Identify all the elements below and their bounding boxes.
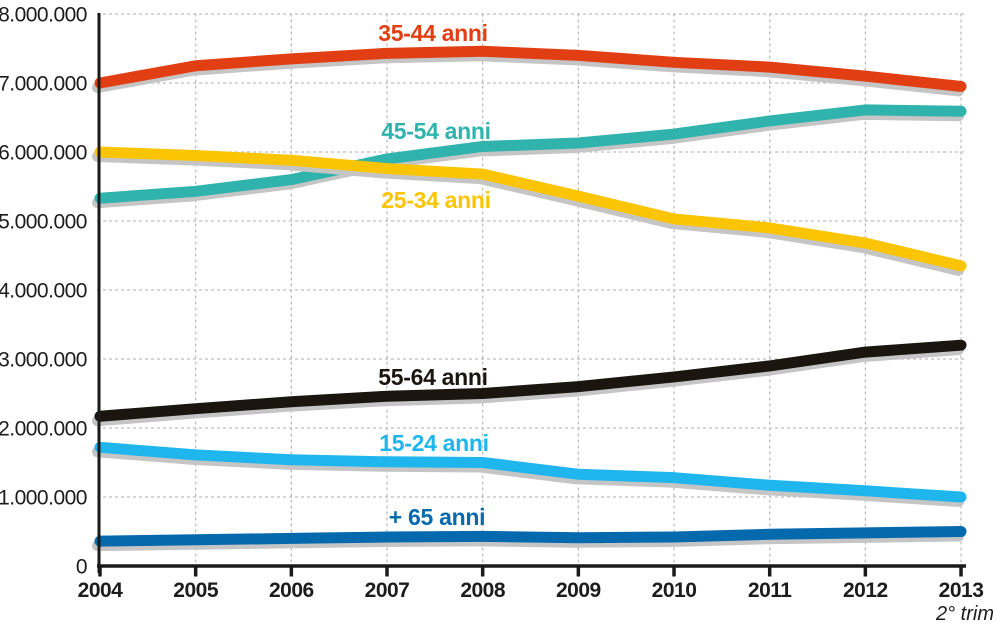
x-tick-label-2012: 2012 xyxy=(843,579,888,602)
series-line-35-44-anni xyxy=(94,45,967,92)
y-tick-label-0: 0 xyxy=(76,556,87,579)
series-line-15-24-anni xyxy=(94,441,967,503)
series-line-55-64-anni xyxy=(94,339,967,422)
x-tick-label-2004: 2004 xyxy=(78,579,124,602)
series-label-25-34-anni: 25-34 anni xyxy=(381,187,491,213)
x-axis-note: 2° trim xyxy=(935,603,994,625)
x-tick-label-2011: 2011 xyxy=(748,579,792,602)
x-tick-label-2013: 2013 xyxy=(939,579,984,602)
series-line-45-54-anni xyxy=(94,104,967,204)
y-tick-label-3000000: 3.000.000 xyxy=(0,349,87,372)
series-label-55-64-anni: 55-64 anni xyxy=(378,364,488,390)
series-line-65-anni xyxy=(94,526,967,547)
series-label-65-anni: + 65 anni xyxy=(389,504,485,530)
x-tick-label-2005: 2005 xyxy=(173,579,219,602)
y-tick-label-7000000: 7.000.000 xyxy=(0,73,87,96)
x-tick-label-2007: 2007 xyxy=(365,579,410,602)
x-tick-label-2010: 2010 xyxy=(652,579,697,602)
x-tick-label-2006: 2006 xyxy=(269,579,314,602)
y-tick-label-4000000: 4.000.000 xyxy=(0,280,87,303)
y-tick-label-6000000: 6.000.000 xyxy=(0,142,87,165)
series-label-45-54-anni: 45-54 anni xyxy=(381,118,491,144)
series-line-25-34-anni xyxy=(94,146,967,272)
y-tick-label-8000000: 8.000.000 xyxy=(0,4,87,27)
series-shadow-25-34-anni xyxy=(92,151,965,276)
x-tick-label-2009: 2009 xyxy=(556,579,601,602)
y-tick-label-1000000: 1.000.000 xyxy=(0,487,87,510)
series-label-35-44-anni: 35-44 anni xyxy=(378,20,488,46)
y-tick-label-2000000: 2.000.000 xyxy=(0,418,87,441)
series-label-15-24-anni: 15-24 anni xyxy=(379,430,489,456)
y-tick-label-5000000: 5.000.000 xyxy=(0,211,87,234)
x-tick-label-2008: 2008 xyxy=(460,579,506,602)
